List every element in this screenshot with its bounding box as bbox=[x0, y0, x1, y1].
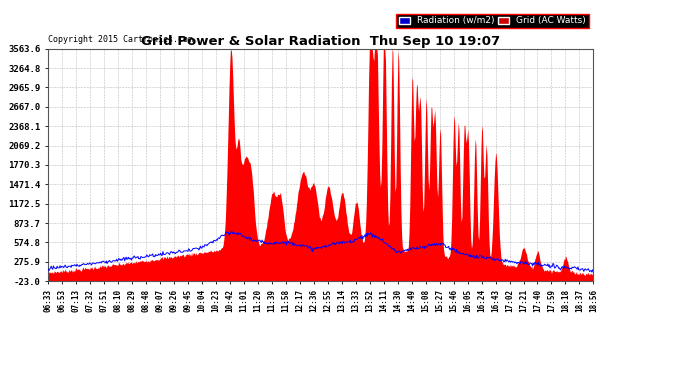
Text: Copyright 2015 Cartronics.com: Copyright 2015 Cartronics.com bbox=[48, 35, 193, 44]
Title: Grid Power & Solar Radiation  Thu Sep 10 19:07: Grid Power & Solar Radiation Thu Sep 10 … bbox=[141, 34, 500, 48]
Legend: Radiation (w/m2), Grid (AC Watts): Radiation (w/m2), Grid (AC Watts) bbox=[397, 14, 589, 28]
